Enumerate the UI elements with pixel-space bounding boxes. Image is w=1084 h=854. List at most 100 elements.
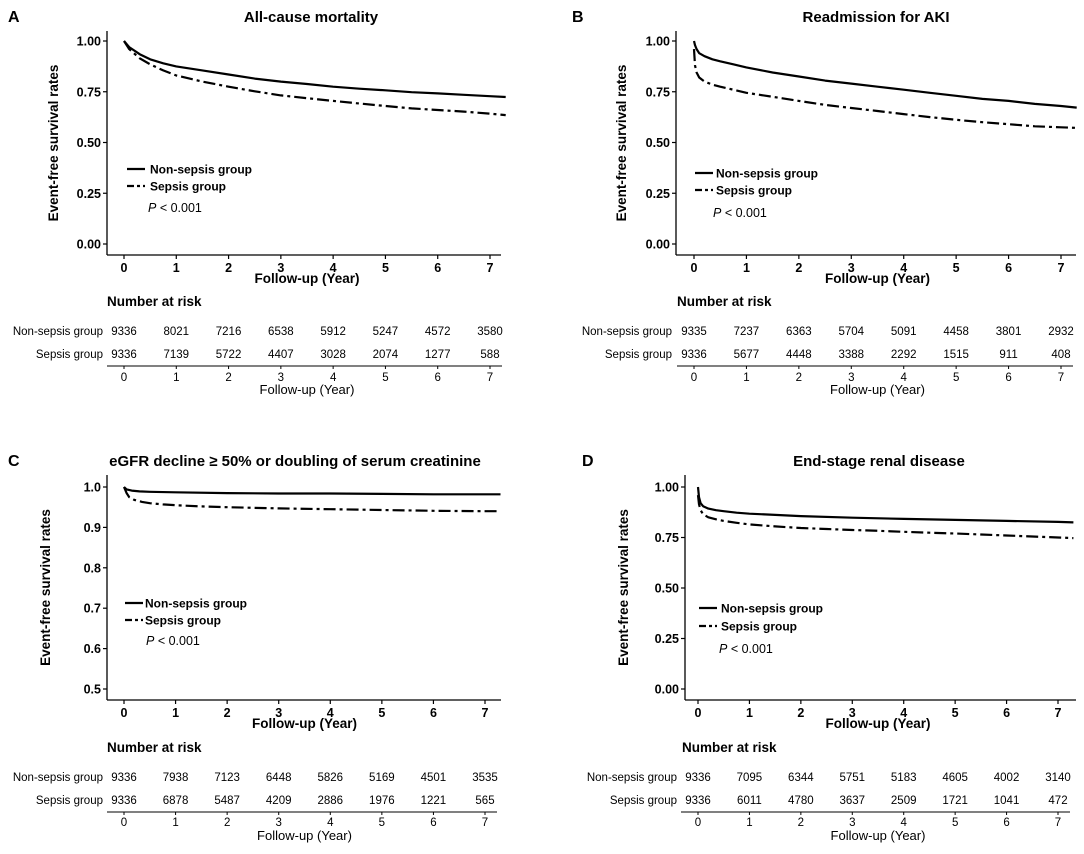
y-tick-label: 0.50 [655, 582, 679, 596]
risk-value: 9336 [681, 349, 707, 361]
panel-d: D End-stage renal disease 0.00 0.25 0.50 0.75… [582, 453, 1076, 843]
risk-value: 9336 [111, 795, 137, 807]
y-tick-label: 0.75 [77, 85, 101, 99]
risk-x-tick-label: 3 [276, 817, 282, 829]
x-tick-label: 6 [1003, 706, 1010, 720]
y-tick-label: 1.00 [655, 481, 679, 495]
x-tick-label: 3 [275, 706, 282, 720]
risk-value: 2932 [1048, 326, 1074, 338]
series-line-sepsis [692, 49, 1077, 129]
legend-label-non-sepsis: Non-sepsis group [145, 597, 247, 611]
risk-value: 3140 [1045, 772, 1071, 784]
legend-label-non-sepsis: Non-sepsis group [716, 167, 818, 181]
risk-x-tick-label: 7 [487, 372, 493, 384]
y-tick-label: 1.00 [646, 35, 670, 49]
legend: Non-sepsis group Sepsis group [125, 597, 247, 628]
risk-x-tick-label: 0 [691, 372, 697, 384]
risk-x-tick-label: 1 [743, 372, 749, 384]
risk-x-tick-label: 5 [952, 817, 958, 829]
risk-x-tick-label: 6 [430, 817, 436, 829]
risk-x-tick-label: 1 [746, 817, 752, 829]
y-tick-label: 0.00 [77, 238, 101, 252]
series-line-sepsis [122, 486, 501, 513]
y-tick-label: 0.6 [84, 642, 101, 656]
risk-value: 408 [1051, 349, 1070, 361]
x-tick-label: 1 [173, 261, 180, 275]
risk-value: 7237 [734, 326, 760, 338]
risk-value: 1041 [994, 795, 1020, 807]
risk-value: 911 [999, 349, 1017, 361]
risk-x-tick-label: 4 [330, 372, 337, 384]
risk-x-axis-label: Follow-up (Year) [831, 828, 926, 843]
y-tick-label: 1.00 [77, 35, 101, 49]
risk-value: 6363 [786, 326, 812, 338]
p-value: P < 0.001 [146, 634, 200, 648]
x-tick-label: 7 [1058, 261, 1065, 275]
y-axis-label: Event-free survival rates [614, 65, 629, 222]
y-tick-label: 0.8 [84, 561, 101, 575]
risk-x-tick-label: 4 [327, 817, 334, 829]
risk-value: 472 [1048, 795, 1067, 807]
risk-value: 5247 [373, 326, 399, 338]
risk-value: 5722 [216, 349, 242, 361]
panel-title: eGFR decline ≥ 50% or doubling of serum … [109, 453, 481, 470]
x-tick-label: 6 [1005, 261, 1012, 275]
risk-value: 5912 [320, 326, 346, 338]
risk-value: 9336 [111, 326, 137, 338]
risk-value: 2509 [891, 795, 917, 807]
risk-x-axis-label: Follow-up (Year) [260, 382, 355, 397]
risk-x-tick-label: 2 [798, 817, 804, 829]
risk-value: 4002 [994, 772, 1020, 784]
risk-value: 7139 [163, 349, 189, 361]
risk-value: 4572 [425, 326, 451, 338]
risk-value: 7123 [214, 772, 240, 784]
risk-x-tick-label: 0 [695, 817, 701, 829]
x-tick-label: 3 [849, 706, 856, 720]
legend-label-non-sepsis: Non-sepsis group [721, 602, 823, 616]
risk-value: 6448 [266, 772, 292, 784]
x-tick-label: 5 [952, 706, 959, 720]
risk-table-title: Number at risk [107, 294, 202, 309]
risk-x-tick-label: 3 [849, 817, 855, 829]
risk-value: 7938 [163, 772, 189, 784]
risk-x-tick-label: 4 [901, 817, 908, 829]
x-tick-label: 6 [434, 261, 441, 275]
y-tick-label: 0.75 [646, 85, 670, 99]
x-tick-label: 0 [121, 261, 128, 275]
risk-value: 6878 [163, 795, 189, 807]
x-tick-label: 1 [746, 706, 753, 720]
x-tick-label: 7 [1055, 706, 1062, 720]
x-tick-label: 7 [482, 706, 489, 720]
risk-value: 4448 [786, 349, 812, 361]
x-tick-label: 5 [382, 261, 389, 275]
series-line-non-sepsis [123, 486, 501, 496]
y-axis-label: Event-free survival rates [38, 509, 53, 666]
x-tick-label: 2 [224, 706, 231, 720]
risk-value: 4209 [266, 795, 292, 807]
risk-value: 5183 [891, 772, 917, 784]
series-line-non-sepsis [696, 486, 1074, 524]
risk-x-tick-label: 6 [435, 372, 441, 384]
risk-value: 5677 [734, 349, 760, 361]
y-tick-label: 0.5 [84, 683, 101, 697]
panel-title: All-cause mortality [244, 9, 379, 26]
x-tick-label: 0 [691, 261, 698, 275]
risk-value: 3028 [320, 349, 346, 361]
x-axis-label: Follow-up (Year) [254, 271, 359, 286]
risk-value: 1515 [943, 349, 969, 361]
panel-a: A All-cause mortality 0.00 0.25 0.50 0.75 1.00… [8, 9, 506, 397]
risk-value: 2886 [317, 795, 343, 807]
x-tick-label: 5 [378, 706, 385, 720]
risk-x-tick-label: 4 [901, 372, 908, 384]
risk-value: 5751 [839, 772, 865, 784]
y-tick-label: 0.7 [84, 602, 101, 616]
risk-row-label: Non-sepsis group [13, 772, 103, 784]
y-tick-label: 0.25 [646, 187, 670, 201]
risk-value: 5826 [317, 772, 343, 784]
risk-value: 4780 [788, 795, 814, 807]
x-tick-label: 4 [900, 261, 907, 275]
risk-x-tick-label: 7 [1055, 817, 1061, 829]
